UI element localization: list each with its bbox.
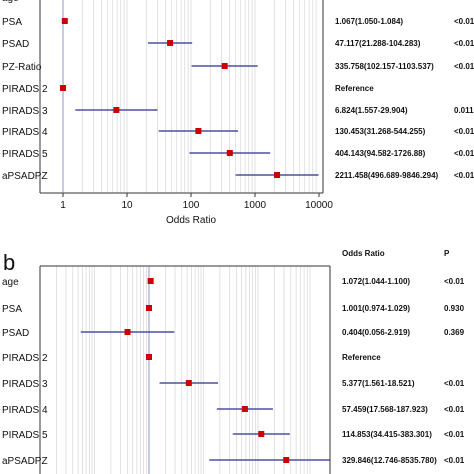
x-axis-title: Odds Ratio — [166, 215, 216, 226]
p-value-text: <0.01 — [444, 405, 465, 414]
or-marker — [221, 63, 228, 69]
p-value-text: <0.01 — [454, 149, 474, 158]
row-label: PSA — [2, 304, 22, 315]
or-ci-text: 57.459(17.568-187.923) — [342, 405, 428, 414]
p-value-text: <0.01 — [444, 430, 465, 439]
or-marker — [167, 40, 174, 46]
p-value-text: <0.01 — [454, 62, 474, 71]
p-value-text: <0.01 — [444, 277, 465, 286]
or-ci-text: 1.067(1.050-1.084) — [335, 17, 403, 26]
p-value-text: 0.011 — [454, 106, 474, 115]
or-marker — [124, 329, 131, 335]
row-label: PIRADS 3 — [2, 379, 48, 390]
p-value-text: <0.01 — [454, 171, 474, 180]
x-tick-label: 1 — [60, 200, 66, 211]
or-ci-text: 0.404(0.056-2.919) — [342, 328, 410, 337]
or-marker — [185, 380, 192, 386]
row-label: PIRADS 3 — [2, 106, 48, 117]
or-marker — [146, 305, 153, 311]
or-ci-text: 1.001(0.974-1.029) — [342, 304, 410, 313]
p-value-text: <0.01 — [444, 456, 465, 465]
row-label: PIRADS 5 — [2, 149, 48, 160]
or-marker — [60, 85, 66, 91]
or-marker — [113, 107, 120, 113]
row-label: age — [2, 0, 19, 4]
row-label: PZ-Ratio — [2, 62, 42, 73]
row-label: aPSADPZ — [2, 456, 48, 467]
row-label: age — [2, 277, 19, 288]
x-tick-label: 1000 — [244, 200, 267, 211]
or-marker — [283, 457, 290, 463]
p-value-text: <0.01 — [454, 17, 474, 26]
or-ci-text: 335.758(102.157-1103.537) — [335, 62, 434, 71]
row-label: PIRADS 5 — [2, 430, 48, 441]
p-value-text: 0.369 — [444, 328, 465, 337]
or-marker — [147, 278, 154, 284]
row-label: PIRADS 2 — [2, 84, 48, 95]
x-tick-label: 100 — [183, 200, 200, 211]
or-marker — [226, 150, 233, 156]
or-marker — [195, 128, 202, 134]
or-ci-text: 404.143(94.582-1726.88) — [335, 149, 426, 158]
or-marker — [241, 406, 248, 412]
or-marker — [61, 18, 68, 24]
row-label: PIRADS 2 — [2, 353, 48, 364]
row-label: PSAD — [2, 328, 29, 339]
x-tick-label: 10000 — [305, 200, 333, 211]
panel-letter-b: b — [3, 250, 15, 275]
p-value-text: <0.01 — [454, 127, 474, 136]
or-ci-text: 130.453(31.268-544.255) — [335, 127, 426, 136]
header-odds-ratio: Odds Ratio — [342, 249, 385, 258]
header-p: P — [444, 249, 450, 258]
row-label: aPSADPZ — [2, 171, 48, 182]
or-ci-text: 114.853(34.415-383.301) — [342, 430, 432, 439]
row-label: PSA — [2, 17, 22, 28]
p-value-text: <0.01 — [454, 39, 474, 48]
or-ci-text: 329.846(12.746-8535.780) — [342, 456, 437, 465]
or-ci-text: 6.824(1.557-29.904) — [335, 106, 408, 115]
row-label: PSAD — [2, 39, 29, 50]
or-ci-text: 5.377(1.561-18.521) — [342, 379, 415, 388]
or-marker — [258, 431, 265, 437]
or-ci-text: Reference — [335, 84, 374, 93]
or-marker — [274, 172, 281, 178]
or-ci-text: 1.072(1.044-1.100) — [342, 277, 410, 286]
p-value-text: 0.930 — [444, 304, 465, 313]
p-value-text: <0.01 — [444, 379, 465, 388]
x-tick-label: 10 — [121, 200, 133, 211]
or-ci-text: 2211.458(496.689-9846.294) — [335, 171, 439, 180]
or-ci-text: Reference — [342, 353, 381, 362]
row-label: PIRADS 4 — [2, 127, 48, 138]
or-ci-text: 47.117(21.288-104.283) — [335, 39, 421, 48]
or-marker — [146, 354, 152, 360]
row-label: PIRADS 4 — [2, 405, 48, 416]
